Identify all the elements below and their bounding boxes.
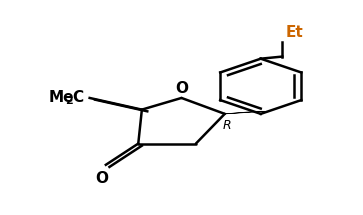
Text: O: O xyxy=(95,171,108,186)
Text: Me: Me xyxy=(48,91,74,105)
Text: Et: Et xyxy=(286,25,304,40)
Polygon shape xyxy=(225,111,265,114)
Text: C: C xyxy=(72,91,83,105)
Text: O: O xyxy=(175,81,188,96)
Text: R: R xyxy=(222,119,231,132)
Text: 2: 2 xyxy=(65,96,73,106)
